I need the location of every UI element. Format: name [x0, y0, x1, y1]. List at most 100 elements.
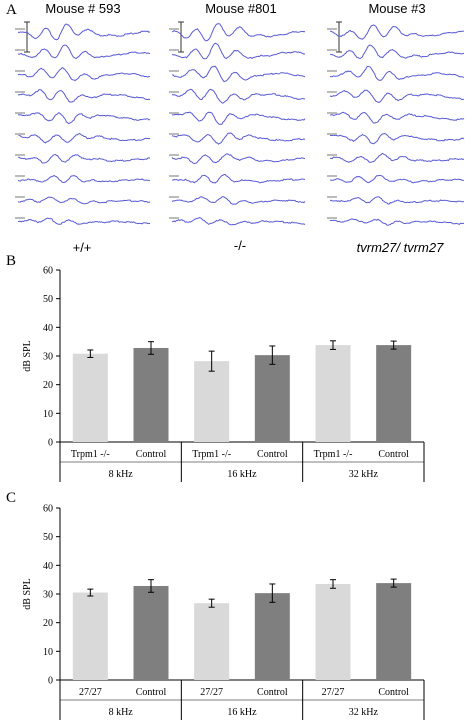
trace-level-label: [15, 196, 25, 198]
trace-level-label: [327, 133, 337, 135]
trace-level-label: [327, 28, 337, 30]
y-tick-label: 50: [43, 532, 53, 543]
abr-trace: [171, 23, 306, 42]
trace-level-label: [15, 112, 25, 114]
mouse-title-3: Mouse #3: [368, 1, 426, 16]
y-tick-label: 20: [43, 618, 53, 629]
trace-level-label: [15, 175, 25, 177]
abr-trace: [171, 42, 306, 60]
abr-trace: [17, 112, 151, 125]
abr-trace: [17, 132, 151, 144]
abr-trace: [171, 88, 306, 104]
trace-level-label: [169, 112, 179, 114]
trace-level-label: [169, 49, 179, 51]
abr-trace: [329, 89, 464, 103]
trace-level-label: [169, 91, 179, 93]
trace-level-label: [327, 196, 337, 198]
category-label: Trpm1 -/-: [71, 449, 110, 460]
abr-trace: [17, 153, 151, 164]
abr-trace: [329, 196, 465, 205]
genotype-wildtype: +/+: [72, 240, 92, 255]
y-axis-label: dB SPL: [22, 578, 33, 609]
y-tick-label: 0: [48, 676, 53, 687]
trace-level-label: [327, 112, 337, 114]
bar: [72, 592, 108, 680]
category-label: 27/27: [200, 687, 223, 698]
abr-trace: [329, 44, 465, 60]
y-tick-label: 20: [43, 380, 53, 391]
abr-trace: [17, 23, 151, 41]
y-tick-label: 30: [43, 590, 53, 601]
y-axis-label: dB SPL: [22, 340, 33, 371]
category-label: Control: [136, 687, 167, 698]
y-tick-label: 10: [43, 409, 53, 420]
bar: [376, 345, 412, 442]
y-tick-label: 60: [43, 504, 53, 515]
abr-trace: [171, 216, 306, 226]
trace-level-label: [15, 217, 25, 219]
abr-trace: [329, 175, 465, 184]
bar: [194, 361, 230, 442]
group-label: 16 kHz: [227, 707, 257, 718]
group-label: 32 kHz: [349, 707, 379, 718]
trace-level-label: [169, 196, 179, 198]
category-label: Trpm1 -/-: [314, 449, 353, 460]
trace-level-label: [169, 154, 179, 156]
abr-trace: [171, 196, 306, 205]
abr-trace: [17, 217, 151, 225]
abr-trace: [17, 196, 151, 205]
y-tick-label: 40: [43, 561, 53, 572]
bar-chart-c: 0 10 20 30 40 50 60 dB SPL 27/27 Control 27/27 Cont…: [22, 504, 425, 720]
abr-trace: [17, 44, 151, 59]
bar: [194, 603, 230, 680]
category-label: Trpm1 -/-: [192, 449, 231, 460]
bar: [254, 593, 290, 680]
y-tick-label: 50: [43, 294, 53, 305]
trace-level-label: [15, 28, 25, 30]
bar: [133, 347, 169, 442]
bar: [254, 355, 290, 442]
y-tick-label: 40: [43, 323, 53, 334]
bar: [315, 345, 351, 442]
panel-letter-b: B: [6, 253, 17, 269]
category-label: Control: [257, 687, 288, 698]
category-label: 27/27: [79, 687, 102, 698]
trace-level-label: [15, 154, 25, 156]
group-label: 32 kHz: [349, 469, 379, 480]
panel-letter-a: A: [6, 2, 17, 18]
abr-waveforms: [15, 21, 465, 226]
trace-level-label: [15, 91, 25, 93]
trace-level-label: [327, 70, 337, 72]
group-label: 8 kHz: [109, 707, 134, 718]
abr-trace: [172, 111, 306, 125]
bar: [133, 585, 169, 680]
abr-trace: [172, 65, 306, 83]
abr-trace: [329, 132, 465, 145]
abr-trace: [329, 65, 465, 81]
group-label: 8 kHz: [109, 469, 134, 480]
genotype-tvrm27: tvrm27/ tvrm27: [356, 240, 444, 255]
y-tick-label: 0: [48, 438, 53, 449]
abr-trace: [171, 153, 306, 165]
y-tick-label: 60: [43, 266, 53, 277]
trace-level-label: [169, 175, 179, 177]
abr-trace: [171, 132, 306, 145]
category-label: Control: [257, 449, 288, 460]
mouse-title-593: Mouse # 593: [45, 1, 121, 16]
trace-level-label: [327, 154, 337, 156]
group-label: 16 kHz: [227, 469, 257, 480]
category-label: Control: [378, 687, 409, 698]
category-label: 27/27: [322, 687, 345, 698]
category-label: Control: [378, 449, 409, 460]
bar: [376, 583, 412, 680]
trace-level-label: [169, 133, 179, 135]
genotype-knockout: -/-: [233, 238, 247, 253]
abr-trace: [17, 174, 151, 184]
abr-trace: [329, 111, 465, 124]
trace-level-label: [327, 91, 337, 93]
trace-level-label: [15, 70, 25, 72]
abr-trace: [171, 174, 306, 184]
abr-trace: [329, 24, 465, 40]
trace-level-label: [15, 133, 25, 135]
bar-chart-b: 0 10 20 30 40 50 60 dB SPL Trpm1 -/- Control Trpm1…: [22, 266, 425, 482]
